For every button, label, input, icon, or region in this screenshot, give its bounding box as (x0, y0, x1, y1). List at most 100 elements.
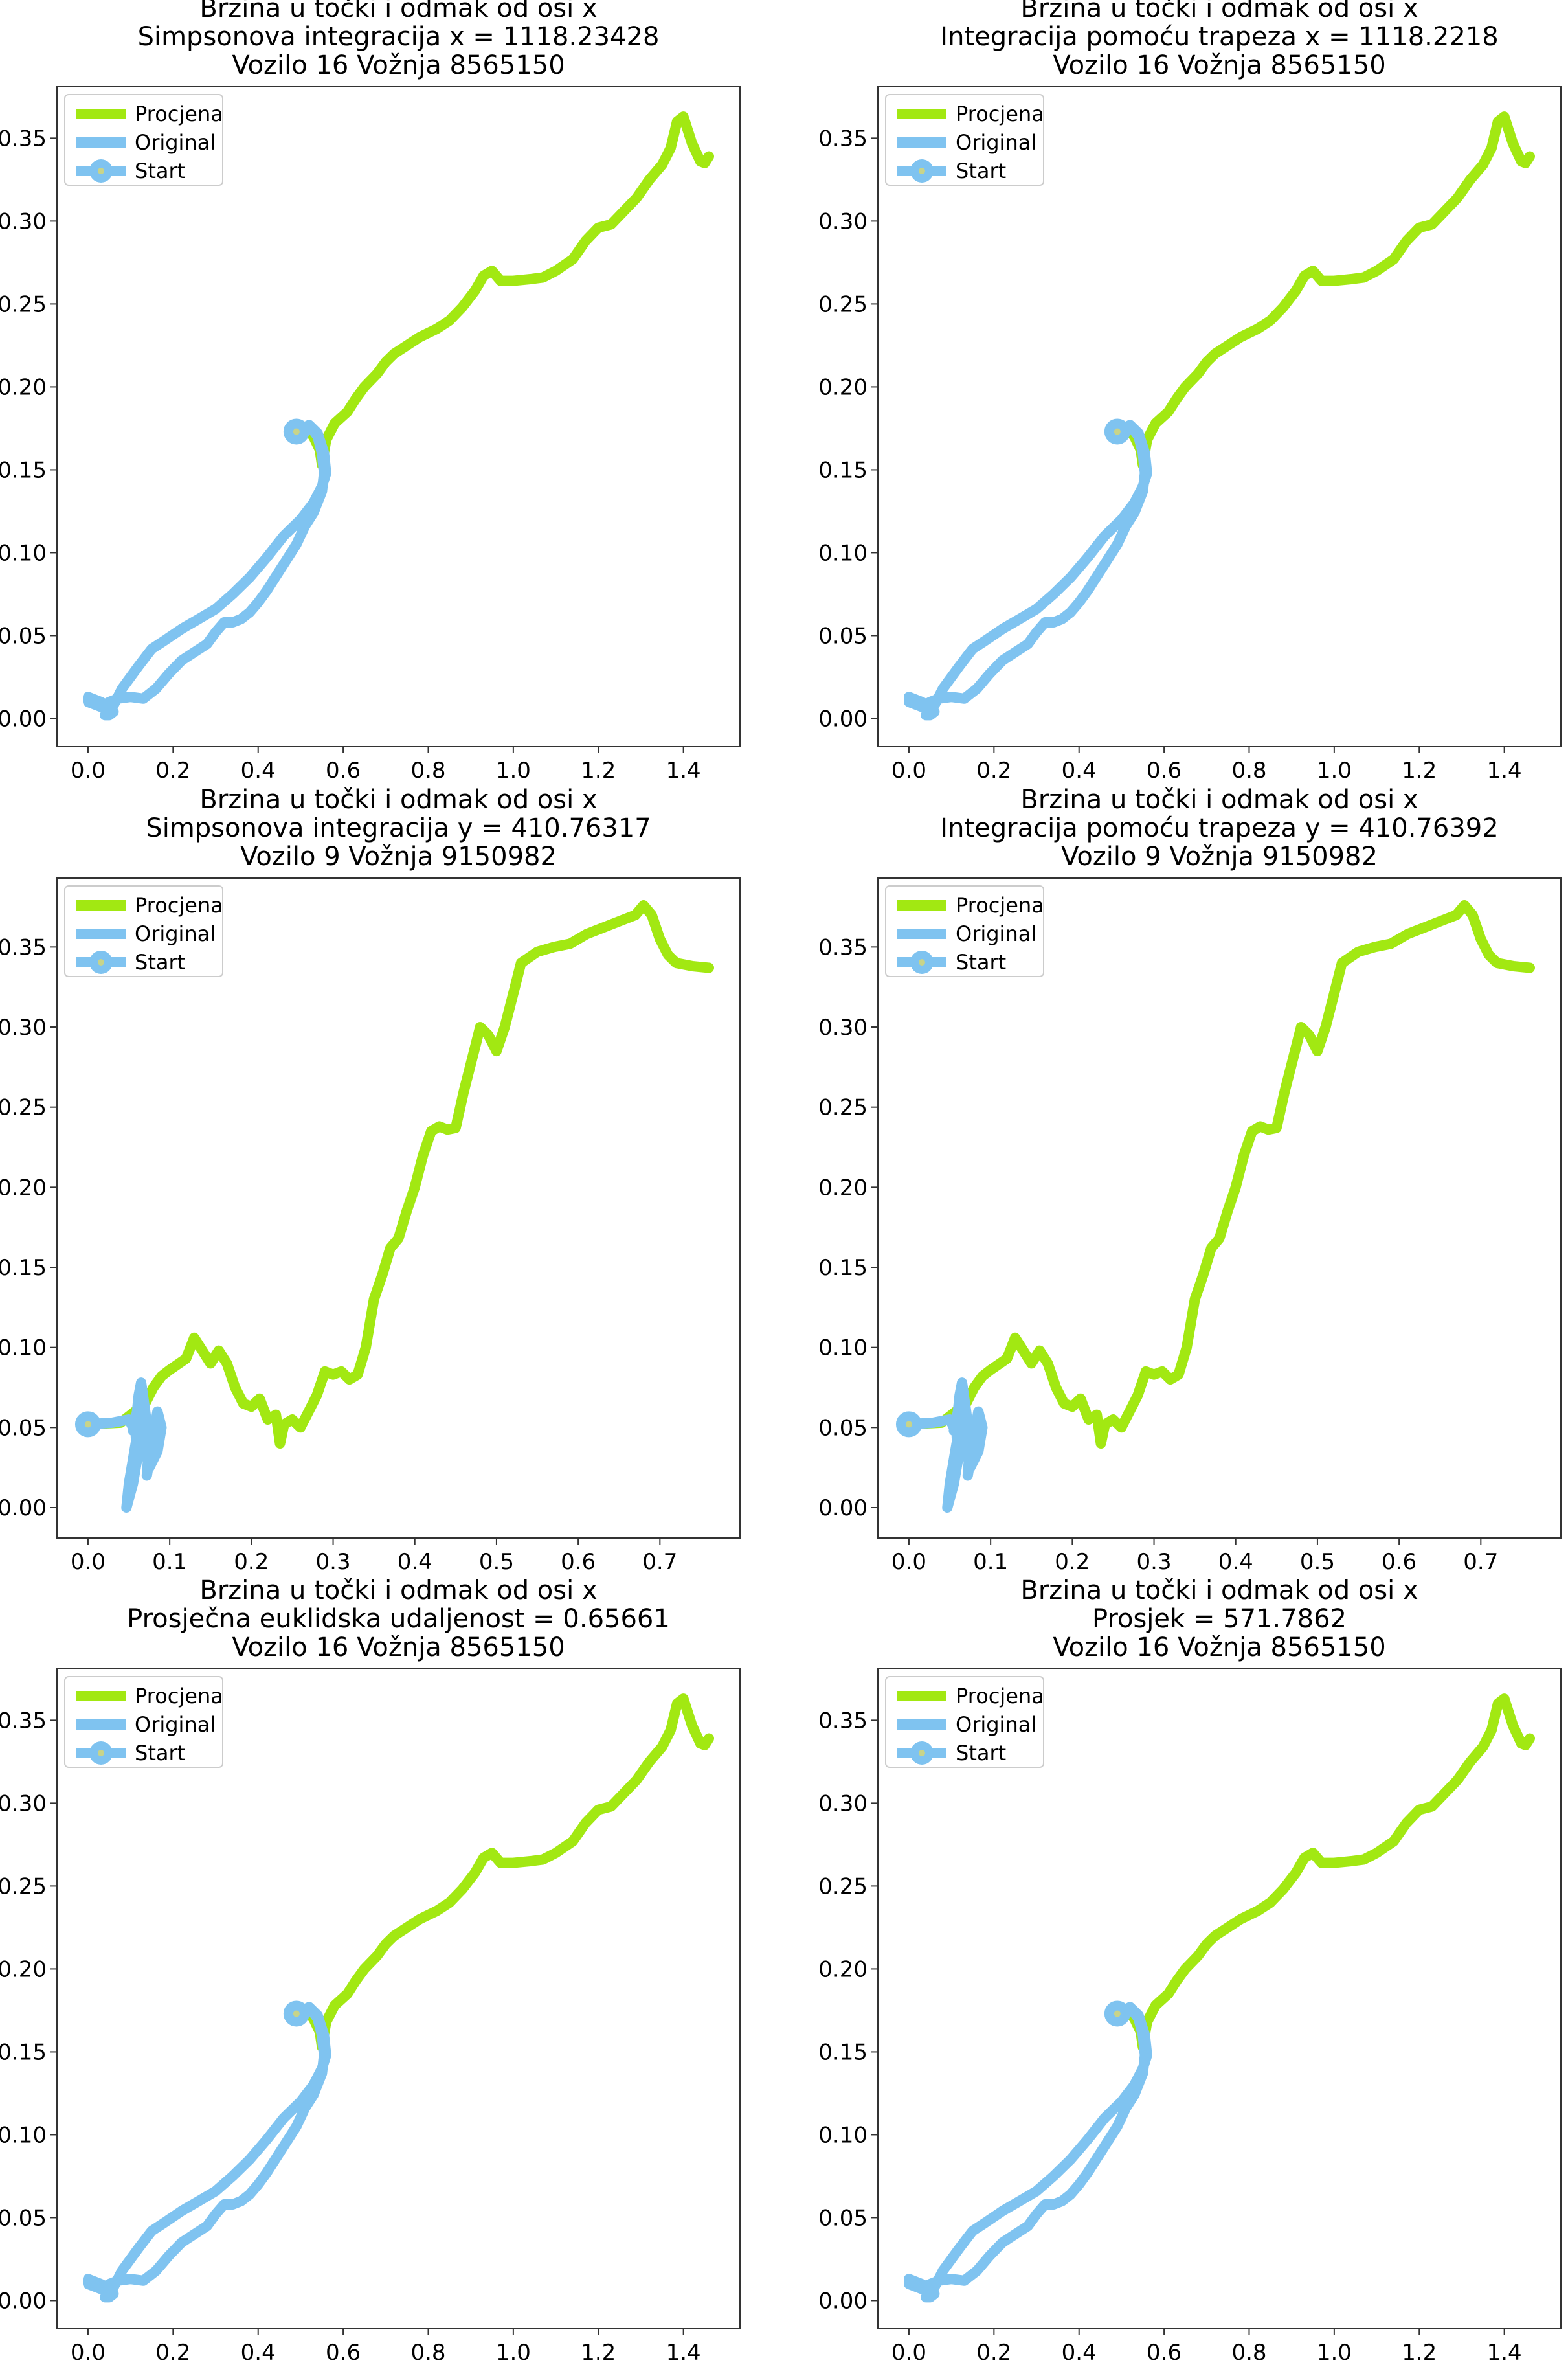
x-tick-label: 0.4 (1062, 2340, 1097, 2362)
y-tick-label: 0.05 (0, 1415, 47, 1441)
y-tick-label: 0.15 (0, 2039, 47, 2065)
series-original-line (904, 1377, 988, 1513)
series-procjena-line (291, 1693, 714, 2052)
legend-label: Start (135, 1741, 185, 1765)
series-original-line (904, 420, 1152, 721)
subplot-4: Brzina u točki i odmak od osi xIntegraci… (818, 785, 1562, 1575)
y-tick-label: 0.00 (0, 2288, 47, 2314)
y-tick-label: 0.00 (0, 1495, 47, 1521)
y-tick-label: 0.25 (0, 1873, 47, 1899)
y-tick-label: 0.30 (818, 209, 868, 234)
axes-frame (56, 86, 741, 747)
legend-label: Start (135, 159, 185, 183)
series-original-line (83, 420, 331, 721)
chart-title-line: Vozilo 16 Vožnja 8565150 (1053, 1633, 1385, 1662)
y-tick-label: 0.30 (0, 209, 47, 234)
y-tick-label: 0.00 (818, 706, 868, 732)
y-tick-label: 0.15 (0, 457, 47, 483)
y-tick-label: 0.10 (0, 540, 47, 566)
x-tick-label: 0.8 (1231, 2340, 1266, 2362)
y-tick-label: 0.30 (0, 1791, 47, 1816)
legend: Procjena Original Start (64, 1676, 223, 1768)
x-tick-label: 1.2 (581, 758, 616, 784)
x-tick-label: 0.5 (1300, 1549, 1335, 1575)
legend-label: Procjena (135, 1684, 223, 1708)
plot-area (83, 1693, 714, 2303)
series-procjena-line (291, 111, 714, 470)
x-tick-label: 0.2 (976, 758, 1011, 784)
legend-start-marker-center (98, 168, 104, 174)
y-tick-label: 0.20 (818, 1956, 868, 1982)
x-tick-label: 0.3 (1137, 1549, 1172, 1575)
x-tick-label: 0.7 (1463, 1549, 1498, 1575)
chart-title-line: Brzina u točki i odmak od osi x (1020, 0, 1418, 23)
y-tick-label: 0.00 (0, 706, 47, 732)
x-tick-label: 1.2 (581, 2340, 616, 2362)
x-tick-label: 0.6 (326, 758, 361, 784)
series-procjena-line (1112, 1693, 1535, 2052)
chart-title-line: Vozilo 16 Vožnja 8565150 (232, 1633, 565, 1662)
subplot-3: Brzina u točki i odmak od osi xSimpsonov… (0, 785, 741, 1575)
chart-title-line: Brzina u točki i odmak od osi x (1020, 1576, 1418, 1605)
series-procjena-line (83, 900, 714, 1449)
y-tick-label: 0.05 (818, 2205, 868, 2231)
x-tick-label: 1.0 (496, 2340, 531, 2362)
legend-label: Original (956, 922, 1036, 946)
x-tick-label: 0.6 (326, 2340, 361, 2362)
y-tick-label: 0.05 (818, 1415, 868, 1441)
chart-title-line: Integracija pomoću trapeza y = 410.76392 (940, 813, 1498, 843)
legend-label: Original (135, 130, 216, 155)
x-tick-label: 0.7 (642, 1549, 677, 1575)
x-tick-label: 0.1 (152, 1549, 187, 1575)
chart-title-line: Brzina u točki i odmak od osi x (1020, 785, 1418, 815)
legend-start-marker-center (919, 168, 925, 174)
y-tick-label: 0.20 (818, 1175, 868, 1201)
legend-start-marker-center (919, 959, 925, 966)
x-tick-label: 0.4 (1062, 758, 1097, 784)
legend-label: Procjena (135, 893, 223, 918)
y-tick-label: 0.00 (818, 1495, 868, 1521)
y-tick-label: 0.10 (818, 540, 868, 566)
legend-label: Start (956, 1741, 1006, 1765)
x-tick-label: 0.8 (410, 2340, 445, 2362)
chart-title-line: Integracija pomoću trapeza x = 1118.2218 (940, 22, 1498, 52)
legend-label: Original (135, 1712, 216, 1737)
subplot-2: Brzina u točki i odmak od osi xIntegraci… (818, 0, 1562, 784)
y-tick-label: 0.35 (0, 1708, 47, 1734)
legend: Procjena Original Start (885, 885, 1044, 977)
y-tick-label: 0.05 (0, 623, 47, 649)
legend-label: Procjena (956, 893, 1044, 918)
x-tick-label: 0.2 (155, 758, 190, 784)
y-tick-label: 0.30 (818, 1791, 868, 1816)
y-tick-label: 0.15 (818, 457, 868, 483)
x-tick-label: 0.4 (241, 758, 276, 784)
x-tick-label: 0.0 (71, 2340, 106, 2362)
start-marker-center (293, 2010, 300, 2017)
legend-label: Start (956, 950, 1006, 975)
x-tick-label: 0.4 (1218, 1549, 1253, 1575)
x-tick-label: 1.2 (1402, 758, 1437, 784)
x-tick-label: 1.4 (666, 758, 701, 784)
x-tick-label: 0.2 (1055, 1549, 1090, 1575)
legend-start-marker-center (919, 1750, 925, 1756)
x-tick-label: 0.6 (561, 1549, 596, 1575)
chart-title-line: Simpsonova integracija x = 1118.23428 (138, 22, 660, 52)
y-tick-label: 0.25 (818, 1095, 868, 1121)
axes-frame (877, 86, 1562, 747)
legend-label: Procjena (956, 1684, 1044, 1708)
y-tick-label: 0.35 (818, 934, 868, 960)
subplot-1: Brzina u točki i odmak od osi xSimpsonov… (0, 0, 741, 784)
series-procjena-line (1112, 111, 1535, 470)
x-tick-label: 1.2 (1402, 2340, 1437, 2362)
plot-area (83, 111, 714, 721)
x-tick-label: 1.0 (496, 758, 531, 784)
y-tick-label: 0.10 (818, 1335, 868, 1361)
y-tick-label: 0.15 (818, 2039, 868, 2065)
y-tick-label: 0.25 (0, 1095, 47, 1121)
y-tick-label: 0.20 (0, 1175, 47, 1201)
series-original-line (904, 2002, 1152, 2303)
x-tick-label: 0.6 (1147, 758, 1182, 784)
legend-start-marker-center (98, 959, 104, 966)
legend-label: Procjena (135, 102, 223, 126)
